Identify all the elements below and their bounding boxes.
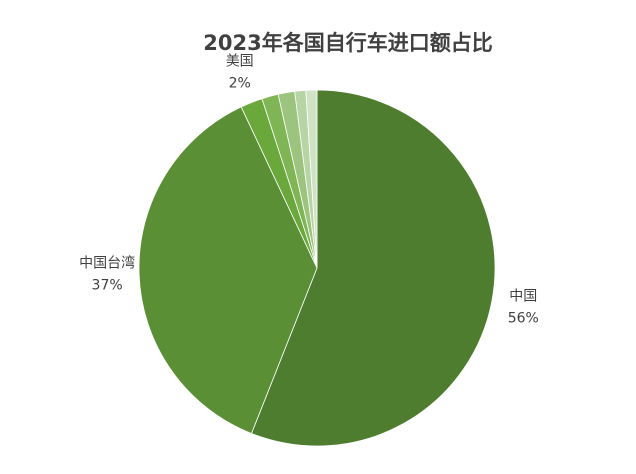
slice-value-label: 37% (92, 278, 123, 294)
pie-slice (250, 89, 496, 447)
slice-value-label: 56% (508, 310, 539, 326)
pie-slice (138, 106, 318, 435)
slice-label: 中国 (509, 288, 537, 304)
slice-label: 美国 (226, 54, 254, 70)
chart-title: 2023年各国自行车进口额占比 (203, 31, 492, 55)
slice-label: 中国台湾 (79, 255, 135, 272)
slice-value-label: 2% (229, 76, 251, 92)
pie-slice (305, 89, 318, 269)
